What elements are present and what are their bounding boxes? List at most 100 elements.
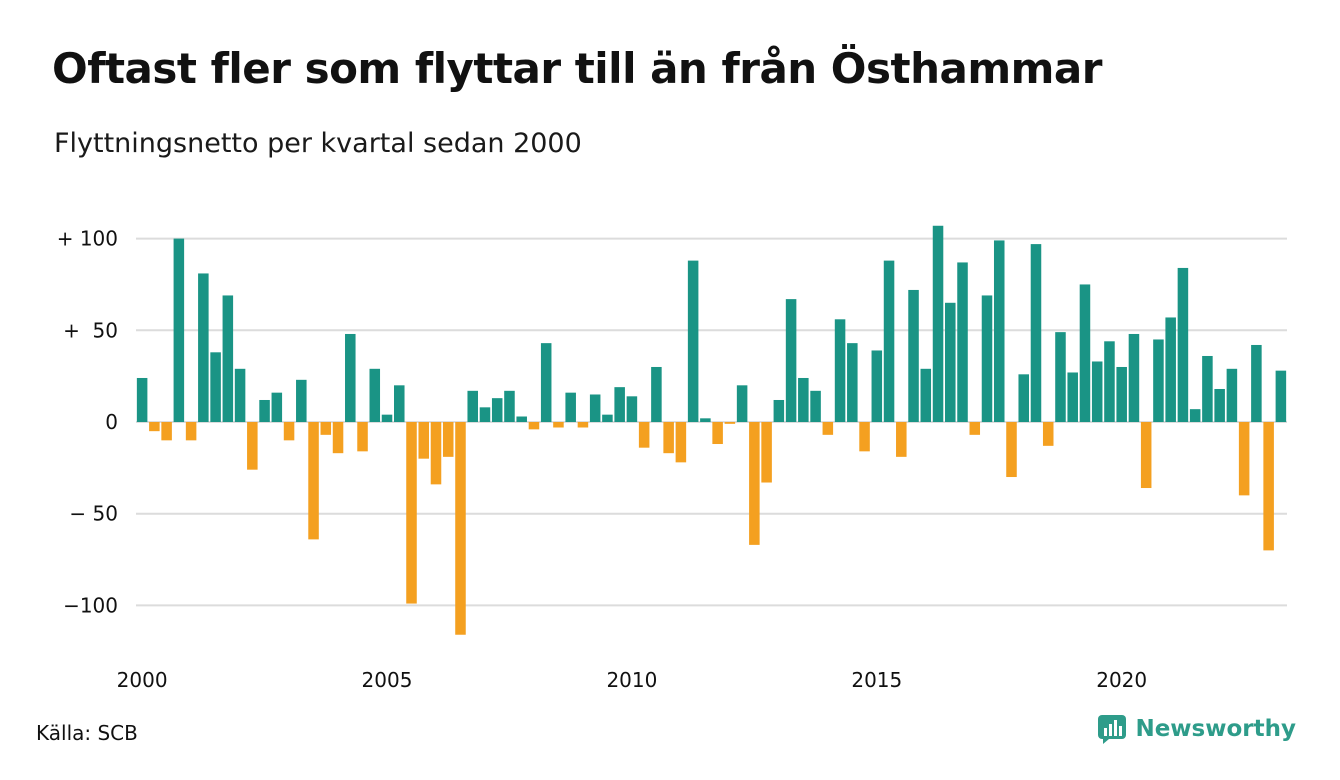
x-axis-labels: 2000 2005 2010 2015 2020: [117, 668, 1148, 692]
bar: [1165, 317, 1176, 422]
bar: [491, 398, 503, 422]
bar: [945, 302, 956, 422]
bar: [504, 390, 515, 422]
bar: [822, 422, 834, 435]
bar: [430, 422, 442, 485]
bar: [1091, 361, 1103, 422]
bar: [1116, 366, 1127, 422]
bar: [283, 422, 295, 441]
bar: [871, 350, 883, 422]
bar: [234, 368, 246, 422]
y-axis-labels: + 100 + 50 0 − 50 −100: [57, 227, 118, 618]
bars: [136, 225, 1287, 635]
bar: [724, 422, 736, 424]
bar: [859, 422, 870, 452]
bar: [381, 414, 393, 422]
bar: [663, 422, 674, 454]
bar: [332, 422, 344, 454]
bar: [528, 422, 540, 430]
bar: [675, 422, 687, 463]
brand-name: Newsworthy: [1135, 716, 1296, 742]
bar: [320, 422, 332, 435]
y-tick-label: + 50: [63, 318, 118, 342]
bar: [1104, 341, 1115, 422]
bar: [1067, 372, 1078, 422]
bar: [271, 392, 283, 422]
bar: [1018, 374, 1029, 422]
bar: [577, 422, 589, 428]
bar: [455, 422, 466, 635]
bar: [161, 422, 172, 441]
bar: [1140, 422, 1152, 489]
bar: [198, 273, 209, 422]
bar: [442, 422, 454, 457]
bar: [589, 394, 601, 422]
x-tick-label: 2020: [1096, 668, 1147, 692]
bar: [357, 422, 368, 452]
bar: [149, 422, 160, 432]
bar: [259, 399, 270, 422]
bar: [993, 240, 1005, 422]
bar: [834, 319, 846, 422]
bar: [210, 352, 221, 422]
bar: [1251, 344, 1262, 422]
bar: [687, 260, 699, 422]
bar: [920, 368, 932, 422]
bar: [957, 262, 968, 422]
bar: [638, 422, 650, 448]
brand-logo[interactable]: Newsworthy: [1097, 714, 1296, 744]
bar: [406, 422, 417, 604]
bar: [883, 260, 895, 422]
bar: [749, 422, 760, 545]
bar: [614, 387, 625, 422]
bar: [896, 422, 907, 457]
bar: [185, 422, 197, 441]
bar: [810, 390, 821, 422]
bar: [773, 399, 785, 422]
y-tick-label: − 50: [69, 502, 118, 526]
bar: [479, 407, 491, 422]
bar: [222, 295, 234, 422]
chart-subtitle: Flyttningsnetto per kvartal sedan 2000: [54, 128, 582, 159]
bar: [785, 299, 797, 422]
bar: [1226, 368, 1238, 422]
bar: [847, 343, 858, 422]
bar: [736, 385, 748, 422]
bar: [798, 377, 809, 422]
source-label: Källa: SCB: [36, 721, 138, 745]
bar: [1214, 388, 1225, 422]
x-tick-label: 2015: [851, 668, 902, 692]
bar: [345, 333, 356, 422]
x-tick-label: 2005: [362, 668, 413, 692]
bar: [173, 238, 185, 422]
x-tick-label: 2010: [606, 668, 657, 692]
bar: [308, 422, 319, 540]
bar: [1128, 333, 1140, 422]
bar: [700, 418, 711, 422]
bar: [540, 343, 552, 422]
x-tick-label: 2000: [117, 668, 168, 692]
bar: [553, 422, 564, 428]
bar: [1006, 422, 1017, 478]
bar: [1189, 409, 1201, 422]
chart-title: Oftast fler som flyttar till än från Öst…: [52, 44, 1102, 93]
bar: [394, 385, 405, 422]
bar: [1055, 332, 1066, 422]
bar: [969, 422, 981, 435]
bar: [1030, 244, 1042, 422]
bar: [651, 366, 662, 422]
bar: [1238, 422, 1250, 496]
bar: [602, 414, 613, 422]
bar: [247, 422, 258, 470]
bar: [1263, 422, 1274, 551]
y-tick-label: −100: [63, 593, 118, 617]
bar: [296, 379, 307, 422]
bar: [932, 225, 944, 422]
bar: [1042, 422, 1054, 446]
newsworthy-logo-icon: [1098, 715, 1127, 744]
bar: [418, 422, 430, 459]
y-tick-label: + 100: [57, 227, 118, 251]
bar: [908, 289, 919, 422]
bar: [761, 422, 772, 483]
